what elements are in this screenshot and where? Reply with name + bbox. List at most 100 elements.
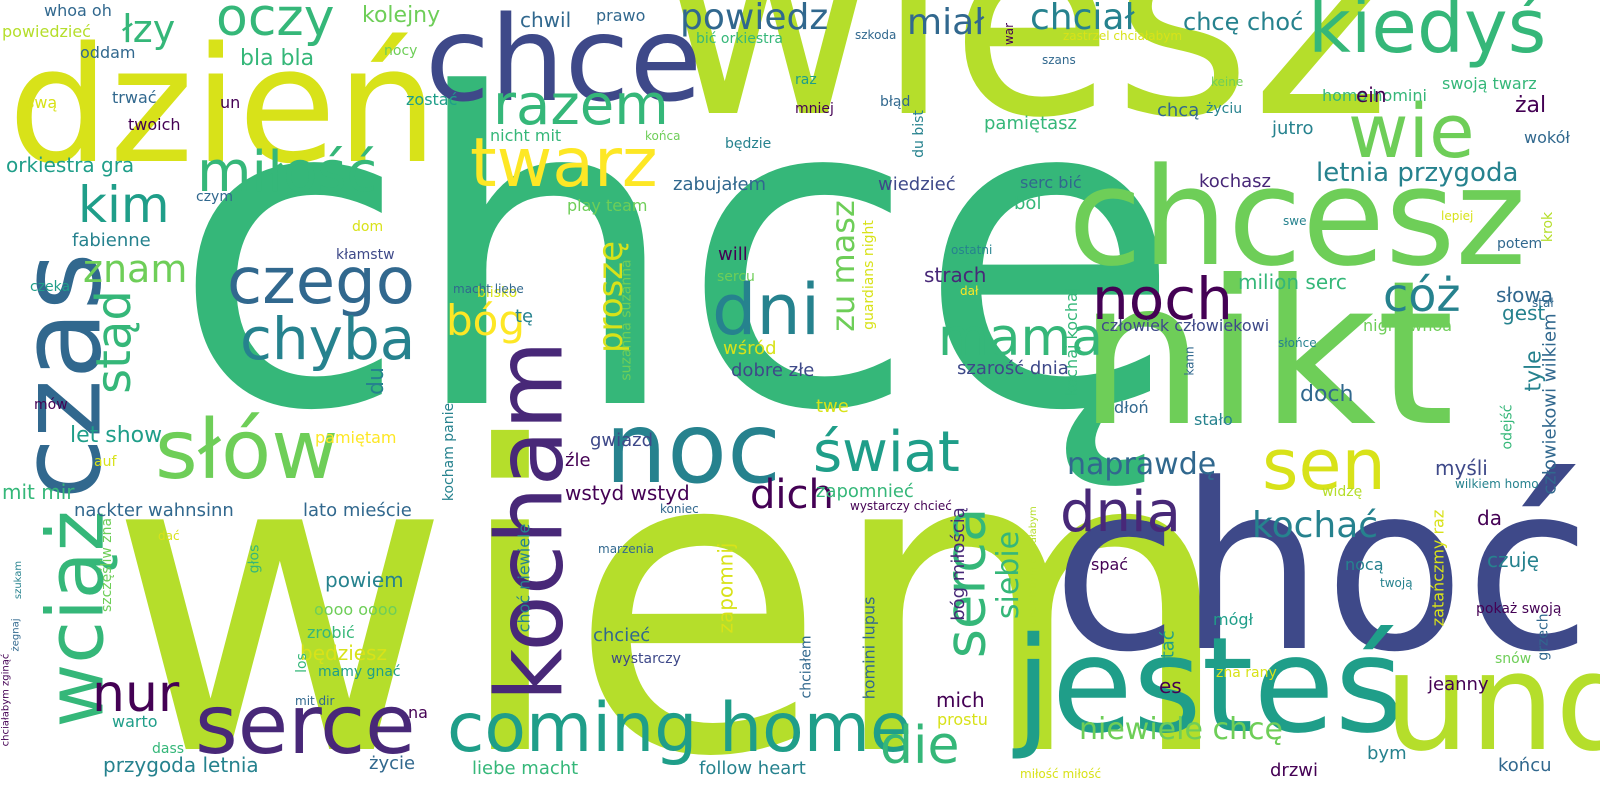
word: wystarczy chcieć	[850, 499, 952, 513]
word: chcesz	[1068, 139, 1527, 296]
word: blisko	[477, 285, 518, 301]
word: pamiętasz	[984, 113, 1077, 134]
word: liebe macht	[472, 758, 579, 779]
word: mit mir	[2, 480, 75, 504]
word: nocą	[1345, 555, 1384, 574]
word: nur	[92, 664, 180, 724]
word: kocham	[476, 340, 584, 702]
word: guardians night	[860, 220, 877, 330]
word: szukam	[13, 560, 25, 600]
word: chciałabym zginąć	[0, 653, 12, 747]
word: nocy	[384, 43, 418, 59]
word: mamy gnać	[318, 664, 401, 680]
word: bić orkiestra	[696, 31, 783, 47]
word: lepiej	[1441, 209, 1474, 223]
word: stał	[1532, 296, 1554, 310]
word: chcę choć	[1183, 8, 1304, 36]
word: swoją twarz	[1442, 74, 1537, 93]
word: dich	[750, 472, 834, 518]
word: jeanny	[1428, 674, 1489, 695]
word: choć	[1052, 436, 1592, 703]
word: powiedzieć	[2, 22, 91, 41]
word: mniej	[795, 101, 834, 117]
word: czego	[227, 245, 415, 319]
word: zapomnij	[713, 542, 738, 634]
word: życie	[369, 753, 416, 774]
word: twoją	[1380, 576, 1413, 590]
word: żegnaj	[10, 618, 22, 652]
word: miłość miłość	[1020, 767, 1102, 781]
word: czuję	[1487, 548, 1540, 572]
word: fabienne	[72, 230, 151, 251]
word: chcieć	[593, 625, 651, 646]
word: un	[220, 93, 241, 112]
word: bym	[1367, 743, 1407, 764]
word: pokaż swoją	[1476, 601, 1562, 617]
word: widzę	[1322, 484, 1363, 500]
word: night whoa	[1363, 316, 1453, 335]
word: zostać	[406, 90, 458, 109]
word: jutro	[1272, 118, 1314, 139]
word: wilkiem homo	[1455, 477, 1539, 491]
word: naprawdę	[1067, 447, 1217, 482]
word: dni	[712, 269, 821, 351]
word: zna rany	[1216, 665, 1277, 681]
word: will	[718, 244, 748, 265]
word: let show	[70, 423, 163, 448]
word: letnia przygoda	[1316, 158, 1519, 188]
word: pamiętam	[315, 428, 397, 447]
word: szarość dnia	[957, 358, 1069, 379]
word: orkiestra gra	[6, 153, 135, 177]
word: chciałabym chciałabym	[1027, 506, 1039, 624]
word: cóż	[1383, 268, 1461, 322]
word: nicht mit	[490, 126, 562, 145]
word: razem	[493, 73, 669, 138]
word: ostatni	[951, 243, 993, 257]
word: da	[1477, 506, 1502, 530]
word: bóg miłością	[947, 507, 969, 621]
word: zapomnieć	[816, 481, 914, 502]
word: spać	[1091, 555, 1129, 574]
word: whoa oh	[44, 1, 112, 20]
word: na	[408, 703, 428, 722]
word: zatańczmy raz	[1428, 509, 1448, 627]
word: świat	[813, 420, 960, 485]
word: miłość	[197, 140, 378, 205]
word: marzenia	[598, 542, 654, 556]
word: dnia	[1060, 480, 1181, 545]
word: homo homini	[1322, 86, 1427, 105]
word: mógł	[1213, 610, 1254, 629]
word: stało	[1194, 410, 1233, 429]
word: dać	[158, 529, 180, 543]
word: słońce	[1278, 336, 1317, 350]
word: kann	[1182, 346, 1197, 376]
word: odejść	[1499, 404, 1516, 450]
word: słów	[155, 403, 339, 498]
word: mów	[34, 397, 68, 413]
word: los	[293, 653, 310, 673]
word: drzwi	[1270, 760, 1318, 781]
word: miał	[907, 2, 985, 43]
word: błąd	[880, 94, 911, 110]
word: wiesz	[660, 0, 1391, 176]
word: oooo oooo	[314, 600, 398, 619]
word: du	[363, 367, 389, 395]
word: końca	[645, 129, 681, 143]
word: milion serc	[1238, 270, 1347, 294]
word: chcą	[1157, 100, 1200, 121]
word: und	[1384, 624, 1600, 781]
word: znam	[83, 247, 188, 291]
word: dass	[152, 741, 185, 757]
word: jesteś	[1015, 609, 1404, 763]
word: coming home	[447, 689, 912, 768]
word: oczy	[216, 0, 335, 48]
word: powiedz	[680, 0, 829, 38]
word: snów	[1495, 651, 1532, 667]
word: krok	[1540, 211, 1557, 243]
word: ból	[1014, 193, 1042, 214]
word: kocham panie	[441, 402, 458, 502]
word: chyba	[240, 305, 416, 373]
word: strach	[924, 263, 987, 287]
word: mama	[938, 308, 1104, 368]
word: stać	[1157, 630, 1179, 668]
